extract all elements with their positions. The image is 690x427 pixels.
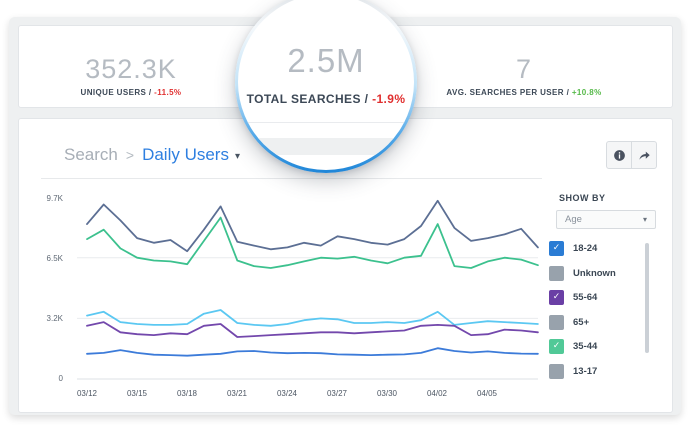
legend-row-55-64: ✓ 55-64 [549, 290, 597, 305]
stat-unique-users: 352.3K UNIQUE USERS / -11.5% [31, 54, 231, 98]
legend-label[interactable]: 18-24 [573, 243, 598, 254]
legend-checkbox-2[interactable]: ✓ [549, 290, 564, 305]
line-series-cyan [86, 309, 539, 327]
legend-row-13-17: 13-17 [549, 364, 597, 379]
legend-row-65plus: 65+ [549, 315, 589, 330]
legend-label[interactable]: 65+ [573, 317, 590, 328]
line-series-purple [86, 321, 539, 338]
breadcrumb-separator: > [125, 147, 135, 163]
share-button[interactable] [631, 142, 656, 168]
x-tick-label: 03/18 [176, 389, 198, 398]
chevron-down-icon[interactable]: ▾ [234, 150, 240, 162]
legend-label[interactable]: Unknown [573, 268, 616, 279]
legend-checkbox-3[interactable] [549, 315, 564, 330]
stat-label: AVG. SEARCHES PER USER / +10.8% [446, 88, 602, 97]
breadcrumb-search[interactable]: Search [64, 145, 118, 164]
line-series-slate [86, 199, 539, 253]
stat-label-total-searches: TOTAL SEARCHES / -1.9% [246, 92, 406, 106]
x-tick-label: 03/27 [326, 389, 348, 398]
legend-checkbox-0[interactable]: ✓ [549, 241, 564, 256]
legend-scrollbar[interactable] [645, 243, 649, 353]
x-tick-label: 04/05 [476, 389, 498, 398]
x-tick-label: 04/02 [426, 389, 448, 398]
chart-toolbar [606, 141, 657, 169]
x-tick-label: 03/15 [126, 389, 148, 398]
magnifier-lens-content: 2.5M TOTAL SEARCHES / -1.9% [238, 0, 414, 170]
lens-magnified-divider [238, 122, 414, 123]
stat-delta: -11.5% [154, 88, 182, 97]
line-chart-plot [77, 199, 539, 380]
legend-label[interactable]: 55-64 [573, 292, 598, 303]
header-divider [41, 178, 542, 179]
lens-magnified-card-gap [238, 138, 414, 155]
x-tick-label: 03/30 [376, 389, 398, 398]
legend-label[interactable]: 35-44 [573, 341, 598, 352]
chevron-down-icon: ▾ [642, 215, 647, 224]
x-tick-label: 03/12 [76, 389, 98, 398]
show-by-title: SHOW BY [559, 193, 606, 203]
line-series-green [86, 216, 539, 269]
legend-checkbox-4[interactable]: ✓ [549, 339, 564, 354]
y-tick-label: 3.2K [46, 314, 63, 323]
y-tick-label: 9.7K [46, 194, 63, 203]
y-tick-label: 6.5K [46, 254, 63, 263]
x-tick-label: 03/24 [276, 389, 298, 398]
legend-row-35-44: ✓ 35-44 [549, 339, 597, 354]
magnifier-lens: 2.5M TOTAL SEARCHES / -1.9% [235, 0, 417, 173]
info-icon [613, 149, 625, 161]
stat-delta: -1.9% [372, 92, 406, 106]
legend-checkbox-1[interactable] [549, 266, 564, 281]
x-tick-label: 03/21 [226, 389, 248, 398]
legend-row-18-24: ✓ 18-24 [549, 241, 597, 256]
legend-row-unknown: Unknown [549, 266, 616, 281]
show-by-dropdown-value: Age [565, 214, 582, 225]
legend-label[interactable]: 13-17 [573, 366, 598, 377]
stat-label: UNIQUE USERS / -11.5% [80, 88, 182, 97]
share-icon [638, 151, 650, 160]
daily-users-chart-card: Search > Daily Users ▾ [18, 118, 673, 413]
stat-value-total-searches: 2.5M [287, 42, 365, 79]
info-button[interactable] [607, 142, 631, 168]
breadcrumb-daily-users-dropdown[interactable]: Daily Users [142, 145, 229, 164]
stat-value: 7 [515, 54, 533, 84]
show-by-dropdown[interactable]: Age ▾ [556, 210, 656, 229]
breadcrumb: Search > Daily Users ▾ [64, 145, 240, 165]
legend-checkbox-5[interactable] [549, 364, 564, 379]
stat-value: 352.3K [85, 54, 177, 84]
stat-delta: +10.8% [571, 88, 602, 97]
stat-avg-searches-per-user: 7 AVG. SEARCHES PER USER / +10.8% [424, 54, 624, 98]
y-tick-label: 0 [58, 374, 63, 383]
line-series-blue [86, 347, 539, 357]
